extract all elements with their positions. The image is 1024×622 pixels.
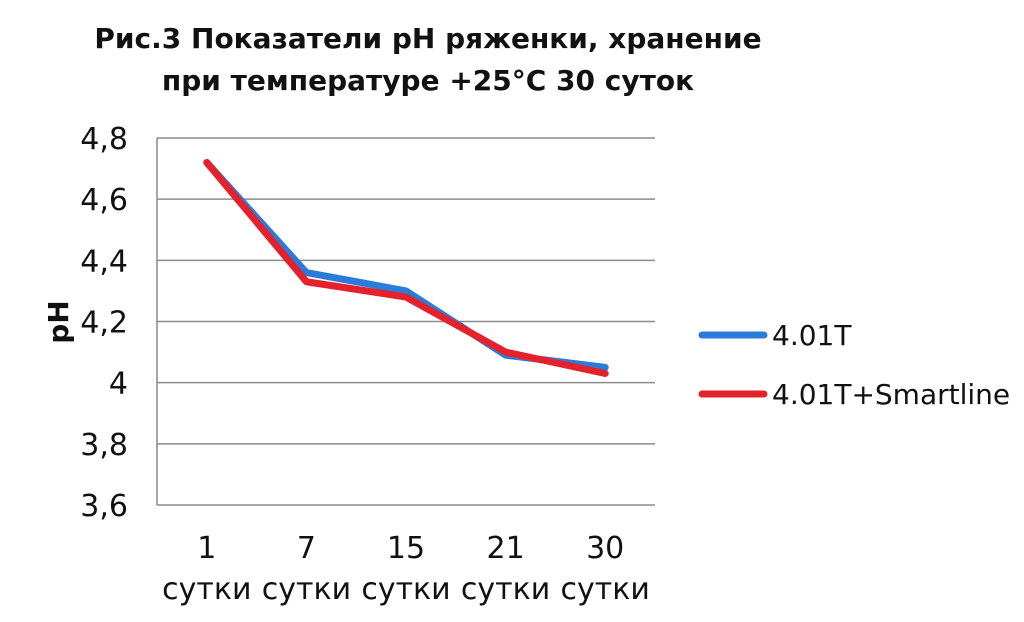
chart-title-line-2: при температуре +25°C 30 суток (162, 64, 694, 97)
y-tick-label: 4,4 (80, 244, 128, 279)
x-tick-label-unit: сутки (561, 572, 650, 607)
x-tick-label-unit: сутки (461, 572, 550, 607)
x-tick-label-day: 15 (387, 531, 425, 566)
legend-label-series-1: 4.01T (772, 319, 852, 352)
y-tick-label: 4,2 (80, 306, 128, 341)
x-tick-label-unit: сутки (262, 572, 351, 607)
x-tick-label-day: 1 (197, 531, 216, 566)
y-tick-labels: 3,6 3,8 4 4,2 4,4 4,6 4,8 (80, 122, 128, 524)
y-axis-label: pH (42, 300, 75, 343)
x-tick-label-day: 30 (586, 531, 624, 566)
y-tick-label: 4 (109, 367, 128, 402)
series-line-1 (203, 158, 609, 371)
legend-item-series-2: 4.01T+Smartline (698, 378, 1010, 411)
x-tick-label-unit: сутки (162, 572, 251, 607)
x-tick-label-unit: сутки (361, 572, 450, 607)
y-tick-label: 3,8 (80, 428, 128, 463)
series-lines (203, 158, 609, 377)
legend: 4.01T 4.01T+Smartline (698, 319, 1010, 411)
y-tick-label: 4,6 (80, 183, 128, 218)
y-tick-label: 3,6 (80, 489, 128, 524)
x-tick-labels: 1 сутки 7 сутки 15 сутки 21 сутки 30 сутки (162, 531, 650, 607)
chart-title-line-1: Рис.3 Показатели pH ряженки, хранение (94, 22, 761, 55)
x-tick-label-day: 21 (487, 531, 525, 566)
series-line-2 (203, 158, 609, 377)
chart-title: Рис.3 Показатели pH ряженки, хранение пр… (94, 22, 761, 97)
legend-label-series-2: 4.01T+Smartline (772, 378, 1010, 411)
y-tick-label: 4,8 (80, 122, 128, 157)
legend-item-series-1: 4.01T (698, 319, 852, 352)
x-tick-label-day: 7 (297, 531, 316, 566)
